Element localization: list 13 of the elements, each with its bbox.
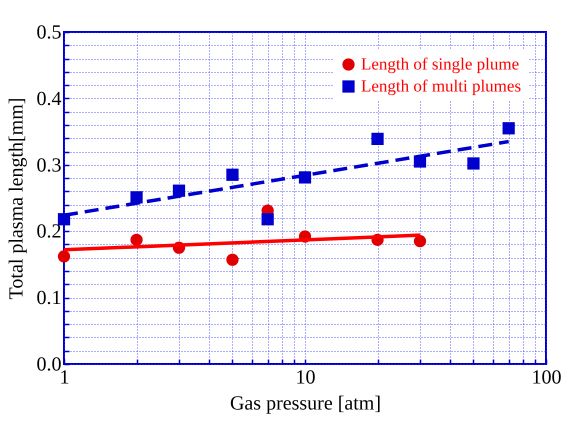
y-tick-label: 0.5 (36, 22, 62, 44)
y-tick-label: 0.0 (36, 354, 62, 376)
y-tick-label: 0.2 (36, 220, 62, 243)
legend-label: Length of single plume (361, 54, 520, 74)
x-tick-label: 1 (60, 366, 70, 388)
y-tick-label: 0.1 (36, 287, 62, 310)
legend-label: Length of multi plumes (361, 76, 522, 96)
x-axis-title: Gas pressure [atm] (230, 392, 382, 414)
y-axis-title: Total plasma length[mm] (6, 98, 28, 300)
y-tick-label: 0.3 (36, 154, 62, 176)
x-tick-label: 10 (296, 366, 316, 388)
x-tick-label: 100 (532, 366, 562, 388)
y-tick-label: 0.4 (36, 88, 62, 110)
